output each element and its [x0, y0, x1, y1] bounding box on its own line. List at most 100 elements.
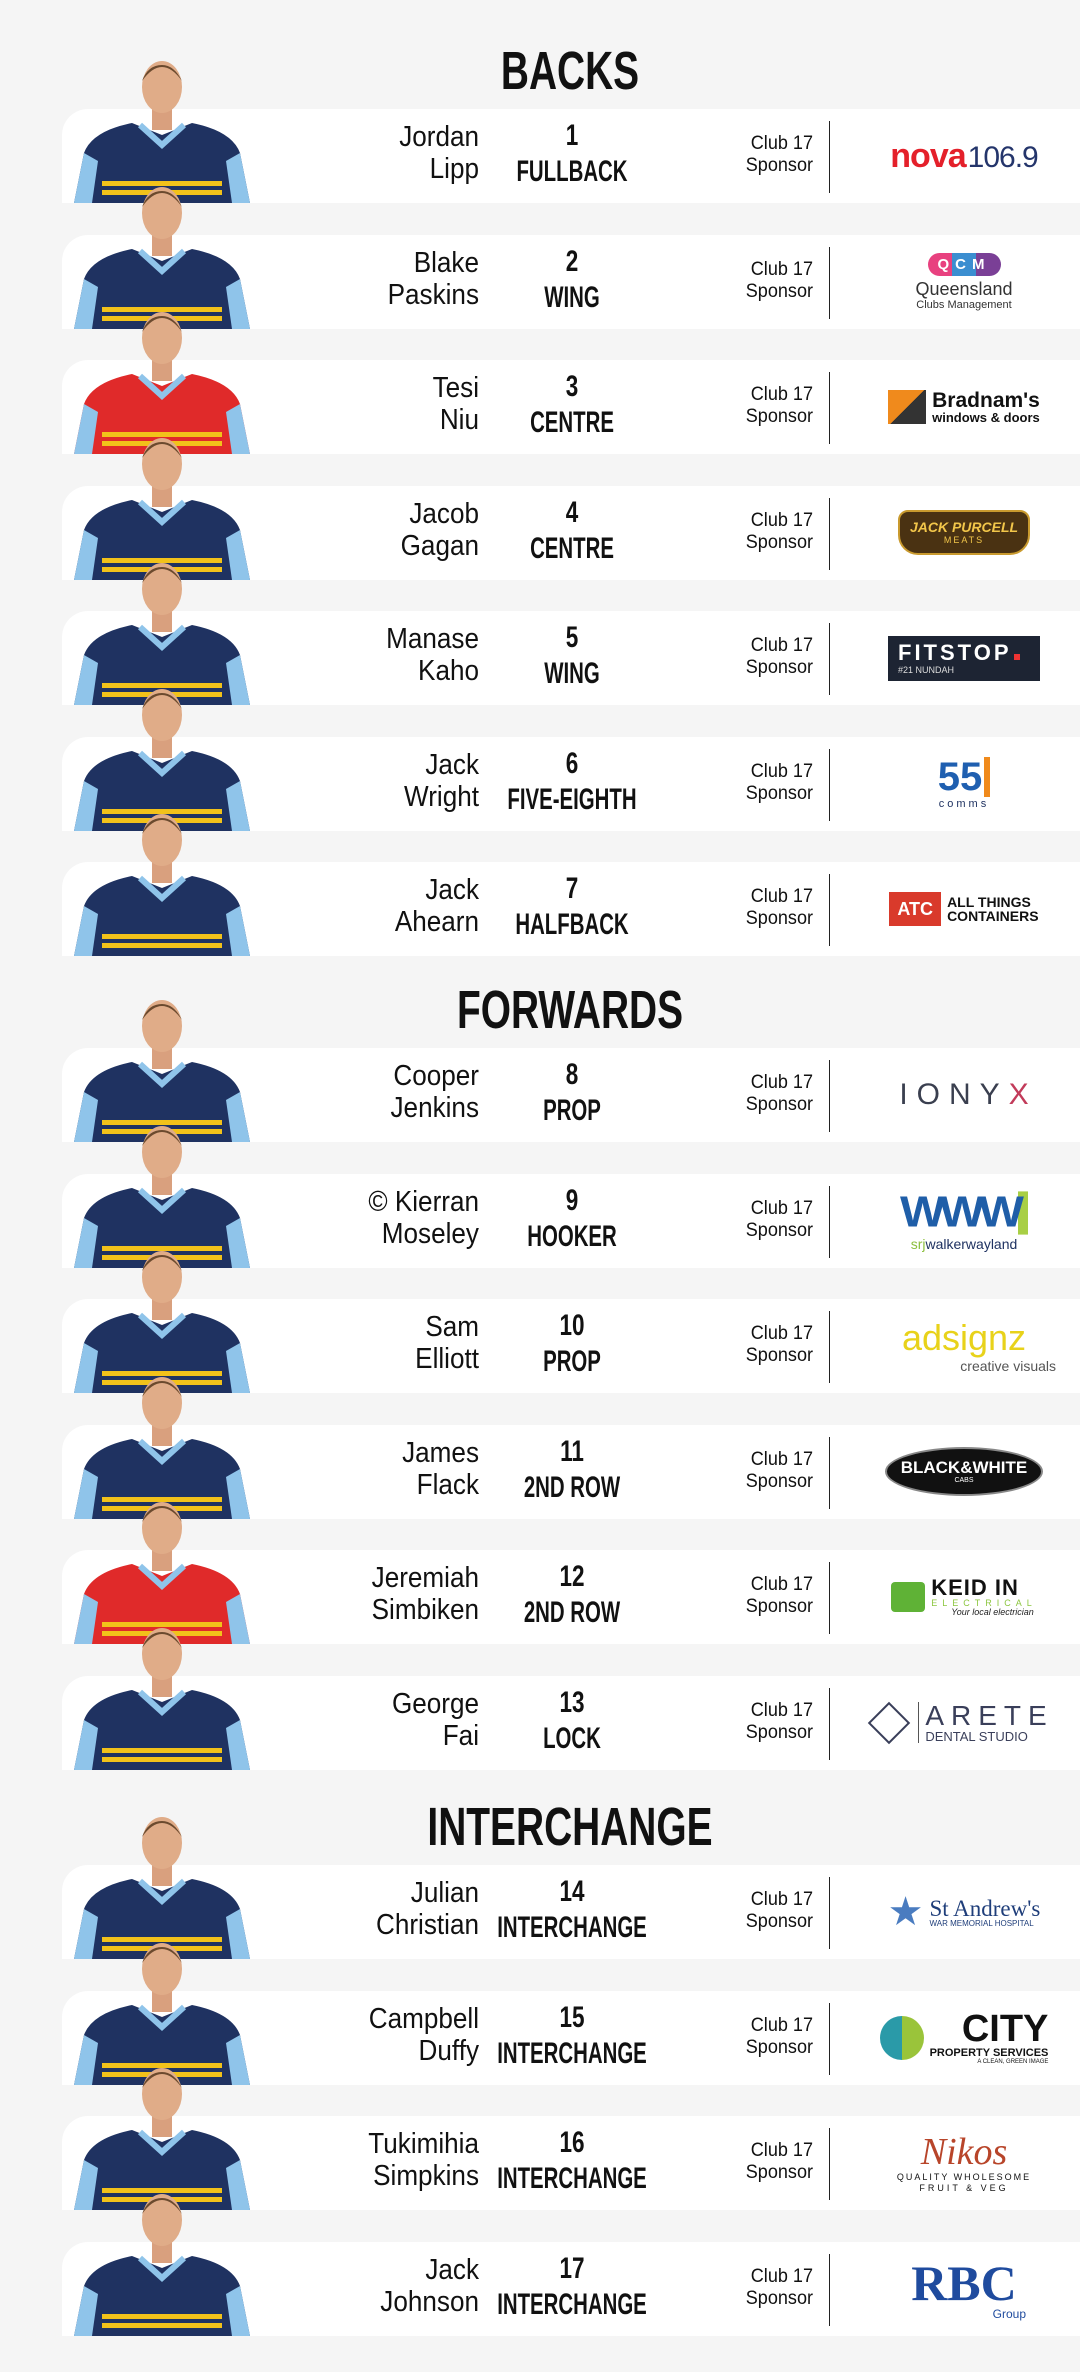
jersey-number: 14	[559, 1875, 585, 1908]
player-position: FIVE-EIGHTH	[507, 782, 637, 816]
player-photo	[62, 53, 262, 203]
sponsor-logo: FITSTOP #21 NUNDAH	[862, 619, 1066, 697]
club-label: Club 17	[750, 1889, 813, 1910]
player-first-name: Manase	[386, 623, 479, 655]
player-row: Manase Kaho 5 WING Club 17 Sponsor FITSTOP #21 …	[62, 563, 1080, 705]
jersey-number: 2	[565, 244, 579, 278]
logo-text: Bradnam's	[932, 389, 1040, 412]
logo-text: 106.9	[967, 141, 1039, 174]
player-name: Jacob Gagan	[239, 498, 479, 562]
logo-text: BLACK&WHITE	[900, 1458, 1028, 1477]
player-photo	[62, 1118, 262, 1268]
player-row: Jordan Lipp 1 FULLBACK Club 17 Sponsor nova 106…	[62, 61, 1080, 203]
sponsor-logo: KEID IN ELECTRICAL Your local electrician	[862, 1558, 1066, 1636]
club-label: Club 17	[750, 258, 813, 280]
jersey-number: 9	[565, 1183, 579, 1217]
logo-text: ATC	[889, 892, 942, 926]
player-row: James Flack 11 2ND ROW Club 17 Sponsor BLACK&W…	[62, 1376, 1080, 1519]
player-name: Jack Johnson	[239, 2254, 479, 2318]
sponsor-label: Club 17 Sponsor	[718, 1449, 813, 1493]
player-position: WING	[544, 280, 600, 314]
player-last-name: Wright	[404, 780, 479, 813]
divider	[829, 748, 830, 821]
sponsor-word: Sponsor	[745, 155, 813, 176]
orange-house-icon	[888, 390, 927, 424]
player-first-name: Tukimihia	[368, 2128, 479, 2160]
sponsor-label: Club 17 Sponsor	[718, 1072, 813, 1116]
player-first-name: Jack	[425, 748, 479, 781]
sponsor-label: Club 17 Sponsor	[718, 510, 813, 554]
logo-row: CITY PROPERTY SERVICES A CLEAN, GREEN IMAG…	[879, 2010, 1048, 2065]
player-name: Jeremiah Simbiken	[239, 1562, 479, 1626]
oval-badge: BLACK&WHITE CABS	[884, 1447, 1044, 1496]
player-position: 2ND ROW	[523, 1470, 621, 1504]
player-row: Jacob Gagan 4 CENTRE Club 17 Sponsor JACK PURC…	[62, 437, 1080, 580]
sponsor-label: Club 17 Sponsor	[718, 1198, 813, 1242]
sponsor-label: Club 17 Sponsor	[718, 761, 813, 805]
club-label: Club 17	[750, 1072, 813, 1093]
logo-text: CABS	[954, 1477, 974, 1484]
sponsor-label: Club 17 Sponsor	[718, 635, 813, 679]
player-photo	[62, 2186, 262, 2336]
logo-text: WWW	[900, 1190, 1028, 1235]
player-first-name: Jack	[425, 2253, 479, 2286]
logo-text: X	[1008, 1078, 1029, 1111]
player-row: © Kierran Moseley 9 HOOKER Club 17 Sponsor WWW…	[62, 1125, 1080, 1268]
logo-row: FITSTOP	[898, 641, 1030, 664]
player-last-name: Flack	[416, 1468, 479, 1501]
player-last-name: Elliott	[415, 1343, 479, 1375]
sponsor-word: Sponsor	[745, 1596, 813, 1617]
sponsor-logo: RBC Group	[862, 2250, 1066, 2328]
player-photo	[62, 1369, 262, 1519]
sponsor-word: Sponsor	[745, 1911, 813, 1932]
logo-text: RBC	[911, 2254, 1017, 2311]
sponsor-logo: ARETE DENTAL STUDIO	[862, 1684, 1066, 1762]
club-label: Club 17	[750, 2265, 813, 2287]
player-position: 2ND ROW	[523, 1596, 621, 1629]
sponsor-logo: QCM Queensland Clubs Management	[862, 243, 1066, 321]
sponsor-word: Sponsor	[745, 657, 813, 678]
logo-text: Your local electrician	[951, 1607, 1034, 1617]
player-photo	[62, 1494, 262, 1644]
club-label: Club 17	[750, 2140, 813, 2161]
city-swirl-icon	[879, 2015, 924, 2060]
player-position: INTERCHANGE	[497, 2036, 647, 2070]
divider	[829, 2002, 830, 2075]
sponsor-logo: ATC ALL THINGS CONTAINERS	[862, 870, 1066, 948]
sponsor-word: Sponsor	[745, 1345, 813, 1366]
jersey-number: 17	[559, 2251, 585, 2285]
sponsor-label: Club 17 Sponsor	[718, 2266, 813, 2310]
player-name: James Flack	[239, 1437, 479, 1501]
player-first-name: Jordan	[399, 121, 479, 153]
player-first-name: Sam	[425, 1311, 479, 1343]
divider	[829, 1311, 830, 1383]
player-last-name: Moseley	[381, 1217, 479, 1250]
jersey-number: 3	[565, 370, 579, 403]
divider	[829, 2128, 830, 2200]
logo-text: IONY	[899, 1078, 1009, 1111]
divider	[829, 1060, 830, 1132]
sponsor-label: Club 17 Sponsor	[718, 2015, 813, 2059]
section-title: INTERCHANGE	[427, 1797, 713, 1857]
club-label: Club 17	[750, 133, 813, 154]
logo-text: MEATS	[943, 535, 985, 545]
jersey-number: 7	[565, 872, 579, 905]
jersey-number: 11	[560, 1434, 584, 1468]
fitstop-box: FITSTOP #21 NUNDAH	[888, 635, 1040, 681]
player-row: Campbell Duffy 15 INTERCHANGE Club 17 Sponsor…	[62, 1942, 1080, 2085]
player-row: Tesi Niu 3 CENTRE Club 17 Sponsor Bradnam's win…	[62, 312, 1080, 454]
sponsor-label: Club 17 Sponsor	[718, 133, 813, 177]
sponsor-logo: CITY PROPERTY SERVICES A CLEAN, GREEN IMAG…	[862, 1999, 1066, 2077]
jersey-number: 1	[565, 119, 579, 152]
logo-text-block: Bradnam's windows & doors	[932, 390, 1040, 424]
club-label: Club 17	[750, 1574, 813, 1595]
divider	[829, 1877, 830, 1949]
player-photo	[62, 1243, 262, 1393]
player-position: HOOKER	[527, 1219, 617, 1253]
divider	[829, 246, 830, 319]
player-first-name: George	[391, 1687, 479, 1720]
divider	[829, 623, 830, 695]
player-name: Sam Elliott	[239, 1311, 479, 1375]
sponsor-logo: JACK PURCELL MEATS	[862, 494, 1066, 572]
sponsor-label: Club 17 Sponsor	[718, 259, 813, 303]
